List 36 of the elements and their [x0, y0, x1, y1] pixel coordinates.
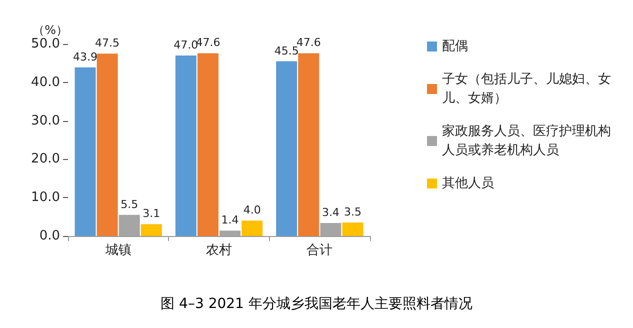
legend-label: 子女（包括儿子、儿媳妇、女儿、女婿）: [442, 72, 611, 106]
data-label: 47.6: [196, 36, 220, 50]
data-label: 3.4: [322, 206, 340, 219]
bar: [175, 56, 196, 236]
bar: [342, 222, 364, 236]
legend-label: 配偶: [442, 39, 468, 54]
data-label: 47.6: [296, 36, 321, 50]
y-tick-label: 40.0: [31, 74, 60, 90]
y-tick-label: 10.0: [31, 190, 60, 206]
x-tick-label: 城镇: [104, 243, 132, 258]
legend-label: 家政服务人员、医疗护理机构人员或养老机构人员: [442, 123, 611, 158]
data-label: 3.5: [344, 206, 362, 219]
data-label: 4.0: [243, 204, 261, 217]
data-label: 3.1: [142, 207, 160, 220]
data-label: 47.5: [95, 36, 120, 50]
data-label: 1.4: [221, 214, 239, 227]
bar: [140, 224, 162, 236]
bar: [242, 220, 263, 236]
bar: [96, 54, 118, 236]
y-tick-label: 30.0: [31, 113, 60, 128]
bar: [276, 61, 298, 236]
data-label: 45.5: [274, 44, 299, 58]
bar: [298, 53, 320, 236]
data-label: 47.0: [174, 38, 198, 52]
y-axis-title: （%）: [32, 23, 68, 37]
x-tick-label: 合计: [306, 243, 333, 258]
data-label: 43.9: [73, 50, 98, 64]
y-tick-label: 50.0: [31, 36, 60, 52]
text: 图 4–3 2021 年分城乡我国老年人主要照料者情况: [160, 296, 472, 312]
legend-label: 其他人员: [442, 176, 494, 191]
x-tick-label: 农村: [206, 243, 232, 258]
bar: [74, 67, 96, 236]
y-tick-label: 0.0: [39, 228, 60, 244]
y-tick-label: 20.0: [31, 152, 60, 167]
data-label: 5.5: [120, 198, 138, 211]
bar: [197, 53, 218, 236]
